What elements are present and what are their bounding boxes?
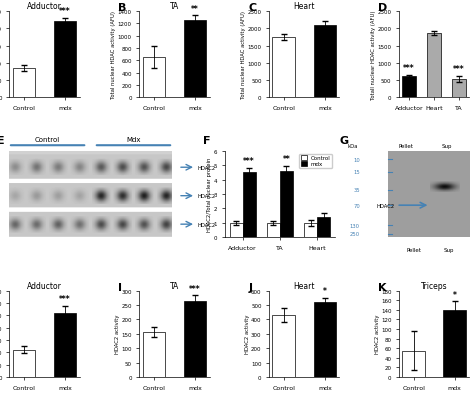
- Text: 70: 70: [353, 203, 360, 208]
- Text: **: **: [191, 5, 199, 14]
- Text: Control: Control: [35, 137, 60, 143]
- Bar: [143, 332, 165, 377]
- Bar: [184, 301, 206, 377]
- Bar: [280, 172, 293, 237]
- Bar: [184, 21, 206, 98]
- Y-axis label: Total nuclear HDAC activity (AFU): Total nuclear HDAC activity (AFU): [111, 11, 116, 99]
- Title: TA: TA: [170, 2, 179, 11]
- Text: HDAC2: HDAC2: [376, 203, 395, 208]
- Text: 15: 15: [353, 170, 360, 174]
- Bar: [427, 34, 441, 98]
- Text: ***: ***: [59, 295, 71, 304]
- Bar: [273, 315, 295, 377]
- Title: TA: TA: [170, 281, 179, 290]
- Text: Pellet: Pellet: [399, 143, 413, 148]
- Text: ***: ***: [59, 7, 71, 16]
- Text: ***: ***: [243, 157, 255, 166]
- Bar: [452, 80, 466, 98]
- Bar: [54, 22, 76, 98]
- Bar: [230, 223, 243, 237]
- Y-axis label: Totall nuclear HDAC activity (AFU): Totall nuclear HDAC activity (AFU): [371, 10, 376, 100]
- Title: Heart: Heart: [293, 281, 315, 290]
- Text: I: I: [118, 282, 122, 292]
- Text: G: G: [339, 136, 349, 146]
- Bar: [317, 217, 330, 237]
- Text: *: *: [453, 290, 456, 299]
- Text: J: J: [248, 282, 252, 292]
- Text: 10: 10: [353, 158, 360, 162]
- Bar: [54, 314, 76, 377]
- Y-axis label: HDAC2/Total nuclear protein: HDAC2/Total nuclear protein: [207, 157, 212, 232]
- Bar: [314, 26, 336, 98]
- Text: K: K: [378, 282, 386, 292]
- Bar: [304, 223, 317, 237]
- Text: F: F: [202, 136, 210, 146]
- Text: 35: 35: [353, 188, 360, 192]
- Text: 130: 130: [350, 223, 360, 228]
- Y-axis label: HDAC2 activity: HDAC2 activity: [245, 314, 250, 354]
- Text: ***: ***: [453, 65, 465, 74]
- Text: D: D: [378, 4, 387, 13]
- Title: Adductor: Adductor: [27, 2, 62, 11]
- Text: HDAC2: HDAC2: [198, 222, 216, 227]
- Bar: [273, 38, 295, 98]
- Text: HDAC2: HDAC2: [198, 165, 216, 170]
- Text: HDAC2: HDAC2: [198, 194, 216, 199]
- Bar: [402, 77, 416, 98]
- Y-axis label: HDAC2 activity: HDAC2 activity: [115, 314, 120, 354]
- Text: 250: 250: [350, 232, 360, 237]
- Title: Triceps: Triceps: [421, 281, 447, 290]
- Text: B: B: [118, 4, 127, 13]
- Text: C: C: [248, 4, 256, 13]
- Text: E: E: [0, 136, 4, 146]
- Bar: [243, 173, 255, 237]
- Legend: Control, mdx: Control, mdx: [299, 154, 332, 169]
- Text: ***: ***: [189, 284, 201, 293]
- Bar: [267, 223, 280, 237]
- Text: Sup: Sup: [441, 143, 452, 148]
- Y-axis label: HDAC2 activity: HDAC2 activity: [374, 314, 380, 354]
- Bar: [143, 58, 165, 98]
- Text: *: *: [323, 286, 327, 296]
- Bar: [314, 302, 336, 377]
- Bar: [13, 350, 36, 377]
- Text: Mdx: Mdx: [126, 137, 141, 143]
- Y-axis label: Total nuclear HDAC activity (AFU): Total nuclear HDAC activity (AFU): [241, 11, 246, 99]
- Bar: [402, 350, 425, 377]
- Title: Adductor: Adductor: [27, 281, 62, 290]
- Bar: [13, 69, 36, 98]
- Text: ***: ***: [403, 64, 415, 73]
- Title: Heart: Heart: [293, 2, 315, 11]
- Text: kDa: kDa: [348, 143, 358, 148]
- Text: **: **: [283, 155, 290, 164]
- Bar: [443, 310, 466, 377]
